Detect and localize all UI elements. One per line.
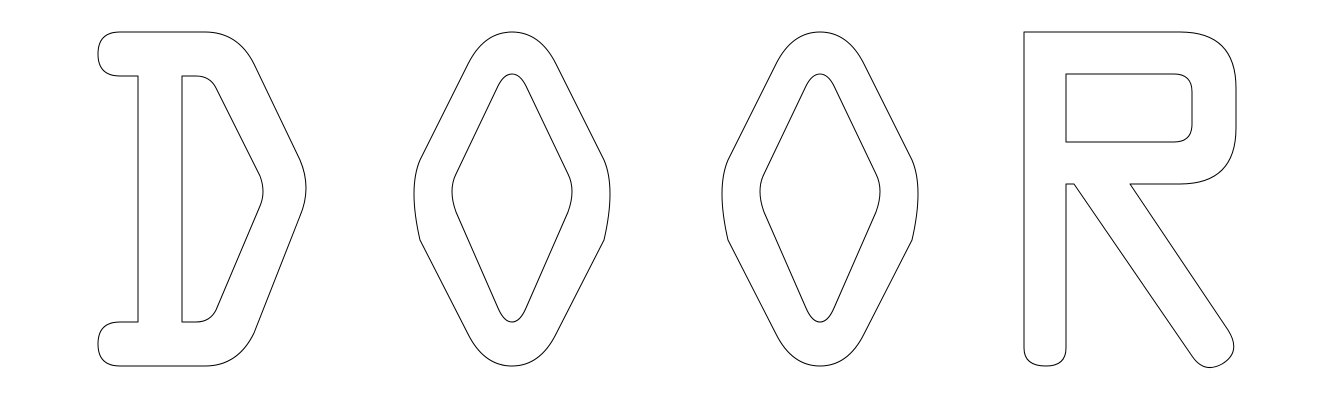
letter-o-first — [413, 31, 611, 367]
letter-d — [97, 31, 307, 367]
letter-r — [1023, 31, 1237, 369]
letter-o-second — [721, 31, 919, 367]
